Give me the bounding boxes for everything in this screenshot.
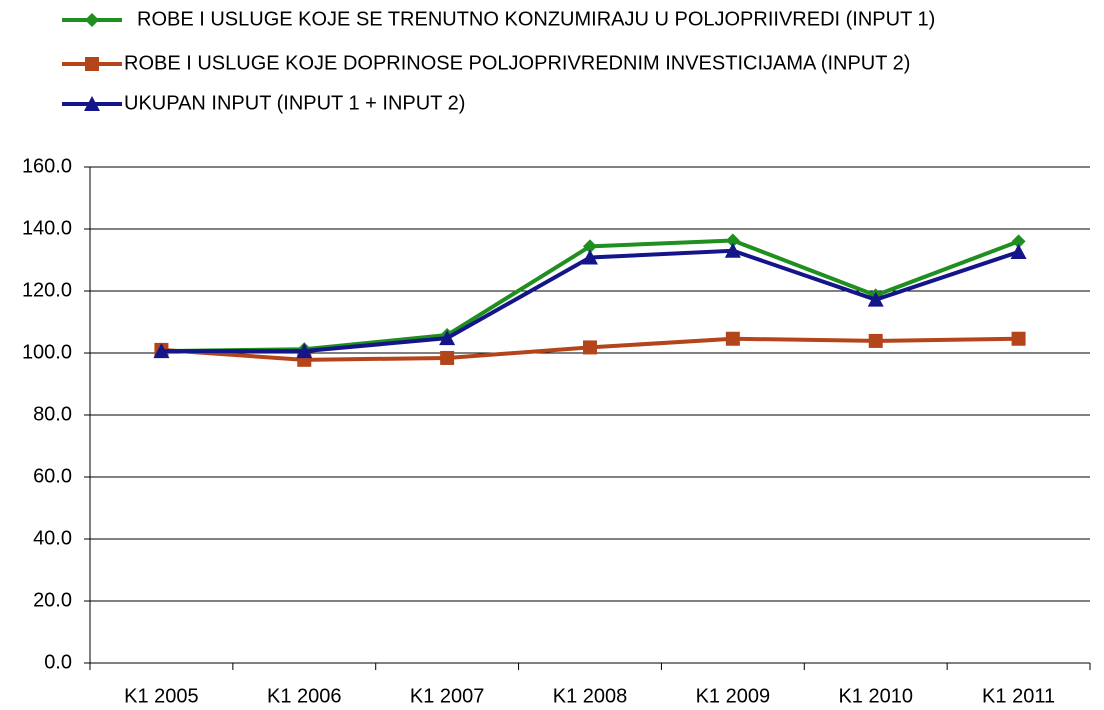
y-tick-label: 100.0	[22, 341, 72, 363]
x-tick-label: K1 2007	[410, 685, 485, 707]
x-tick-label: K1 2010	[838, 685, 913, 707]
data-point	[153, 343, 170, 359]
x-tick-label: K1 2006	[267, 685, 342, 707]
data-point	[1011, 234, 1026, 249]
legend-marker	[84, 96, 100, 111]
legend-marker	[85, 57, 99, 71]
data-point	[725, 331, 740, 346]
x-tick-label: K1 2008	[553, 685, 628, 707]
data-point	[439, 330, 456, 346]
y-tick-label: 0.0	[44, 651, 72, 673]
y-tick-label: 140.0	[22, 217, 72, 239]
data-point	[1010, 243, 1027, 259]
x-tick-label: K1 2009	[696, 685, 771, 707]
data-point	[440, 350, 455, 365]
y-tick-label: 40.0	[33, 527, 72, 549]
data-point	[867, 291, 884, 307]
legend-label: UKUPAN INPUT (INPUT 1 + INPUT 2)	[124, 92, 465, 114]
y-tick-label: 60.0	[33, 465, 72, 487]
legend-label: ROBE I USLUGE KOJE SE TRENUTNO KONZUMIRA…	[137, 8, 935, 30]
data-point	[583, 340, 597, 355]
x-tick-label: K1 2005	[124, 685, 199, 707]
legend-label: ROBE I USLUGE KOJE DOPRINOSE POLJOPRIVRE…	[124, 52, 910, 74]
data-point	[1011, 331, 1026, 346]
data-point	[582, 249, 598, 265]
y-tick-label: 160.0	[22, 155, 72, 177]
y-tick-label: 80.0	[33, 403, 72, 425]
data-point	[725, 233, 740, 248]
x-tick-label: K1 2011	[982, 685, 1055, 707]
y-tick-label: 120.0	[22, 279, 72, 301]
y-tick-label: 20.0	[33, 589, 72, 611]
series-line	[161, 248, 1020, 354]
data-point	[296, 343, 313, 359]
data-point	[724, 242, 741, 258]
data-point	[868, 333, 883, 348]
legend-marker	[85, 13, 99, 27]
data-point	[583, 239, 597, 254]
